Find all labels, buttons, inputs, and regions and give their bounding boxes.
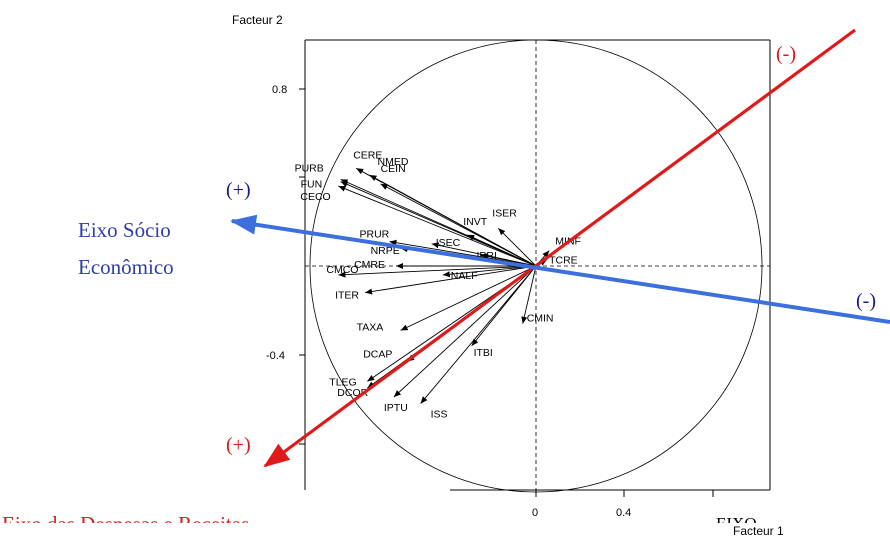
vector-iss: [421, 266, 536, 404]
y-tick-label-neg0.4: -0.4: [266, 350, 285, 362]
variable-vectors: CERENMEDPURBFUNCEINCECOINVTISERMINFPRURN…: [295, 149, 581, 420]
clipped-bottom-region: Eixo das Despesas e Receitas EIXO: [2, 512, 757, 536]
socio-economico-label-line2: Econômico: [78, 255, 174, 279]
vector-iptu: [394, 266, 536, 397]
despesas-receitas-label: Eixo das Despesas e Receitas: [2, 512, 249, 536]
vector-label-dcap: DCAP: [363, 349, 392, 361]
vector-label-fun: FUN: [301, 179, 323, 191]
vector-label-cmco: CMCO: [326, 264, 358, 276]
vector-label-prur: PRUR: [360, 229, 390, 241]
vector-label-invt: INVT: [463, 216, 488, 228]
x-axis-title: Facteur 1: [733, 524, 784, 538]
vector-label-iss: ISS: [431, 409, 448, 421]
vector-label-cein: CEIN: [381, 163, 406, 175]
vector-cein: [381, 184, 536, 266]
x-axis-ticks: [536, 490, 713, 497]
x-tick-label-0.4: 0.4: [616, 507, 631, 519]
y-tick-label-0.8: 0.8: [272, 84, 287, 96]
socio-plus-sign: (+): [226, 179, 251, 201]
vector-label-purb: PURB: [295, 162, 324, 174]
x-tick-label-0: 0: [532, 507, 538, 519]
vector-label-isec: ISEC: [436, 237, 461, 249]
vector-label-cmre: CMRE: [354, 259, 385, 271]
despesas-minus-sign: (-): [776, 43, 796, 65]
y-axis-ticks: [299, 89, 305, 444]
socio-economico-label-line1: Eixo Sócio: [78, 218, 171, 242]
vector-label-ceco: CECO: [300, 191, 330, 203]
despesas-plus-sign: (+): [226, 434, 251, 456]
vector-label-taxa: TAXA: [357, 321, 384, 333]
socio-minus-sign: (-): [856, 290, 876, 312]
vector-label-tcre: TCRE: [549, 254, 578, 266]
despesas-receitas-axis-line: [265, 30, 855, 466]
vector-label-itbi: ITBI: [474, 347, 493, 359]
vector-label-cmin: CMIN: [527, 313, 554, 325]
y-axis-title: Facteur 2: [232, 13, 283, 27]
vector-label-iptu: IPTU: [384, 402, 408, 414]
vector-label-iter: ITER: [335, 290, 359, 302]
vector-label-iser: ISER: [492, 207, 517, 219]
